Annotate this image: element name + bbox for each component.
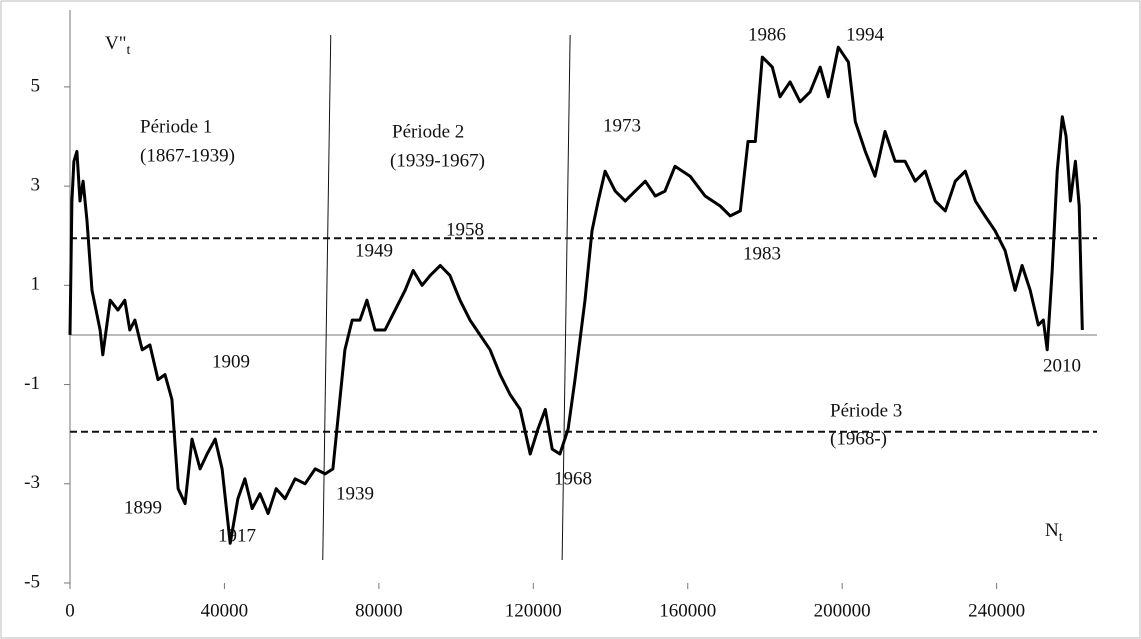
annotation: 2010 — [1043, 355, 1081, 376]
y-tick-label: -5 — [24, 571, 40, 592]
x_label-main: N — [1045, 520, 1059, 541]
annotation: 1968 — [554, 468, 592, 489]
x-tick-label: 40000 — [201, 600, 249, 621]
annotation: 1994 — [846, 24, 885, 45]
annotation: (1867-1939) — [140, 145, 235, 166]
x-tick-label: 160000 — [659, 600, 716, 621]
annotation: (1939-1967) — [390, 150, 485, 171]
y-tick-label: 5 — [31, 75, 41, 96]
annotation: 1986 — [748, 24, 786, 45]
annotation: Période 1 — [140, 116, 212, 137]
x-tick-label: 0 — [65, 600, 75, 621]
annotation: 1949 — [355, 240, 393, 261]
annotation: 1917 — [218, 525, 256, 546]
x-tick-label: 80000 — [355, 600, 403, 621]
x_label: Nt — [1045, 520, 1063, 545]
annotation: (1968-) — [830, 428, 887, 449]
y_label-sub: t — [126, 43, 130, 58]
y_label-main: V" — [105, 33, 126, 54]
x-tick-label: 240000 — [968, 600, 1025, 621]
x-tick-label: 120000 — [505, 600, 562, 621]
y-tick-label: 3 — [31, 174, 41, 195]
annotation: 1939 — [336, 483, 374, 504]
series-line — [68, 45, 1084, 545]
annotation: 1983 — [743, 243, 781, 264]
period-line — [561, 34, 571, 561]
y-tick-label: -1 — [24, 373, 40, 394]
annotation: 1973 — [603, 115, 641, 136]
annotation: 1958 — [446, 219, 484, 240]
annotation: 1909 — [212, 351, 250, 372]
x_label-sub: t — [1059, 530, 1063, 545]
annotation: Période 2 — [392, 121, 464, 142]
x-tick-label: 200000 — [814, 600, 871, 621]
y_label: V"t — [105, 33, 130, 58]
annotation: 1899 — [124, 497, 162, 518]
y-tick-label: 1 — [31, 274, 41, 295]
annotation: Période 3 — [830, 400, 902, 421]
y-tick-label: -3 — [24, 472, 40, 493]
